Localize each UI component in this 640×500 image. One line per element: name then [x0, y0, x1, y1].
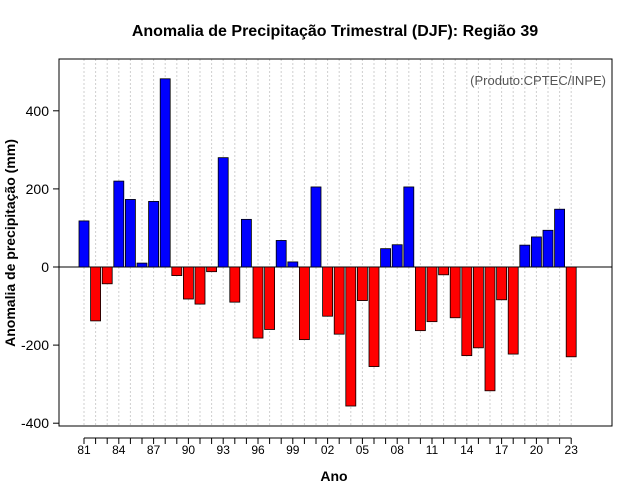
x-tick-label-05: 05 [356, 443, 370, 457]
x-tick-label-08: 08 [391, 443, 405, 457]
x-tick-label-96: 96 [251, 443, 265, 457]
bar-90 [182, 266, 194, 300]
y-tick-label: -400 [21, 415, 49, 431]
x-tick-label-02: 02 [321, 443, 335, 457]
bar-96 [252, 266, 264, 339]
x-axis: 81 84 87 90 93 96 99 02 05 08 11 14 17 20 23 [77, 437, 579, 457]
bar-08 [391, 244, 403, 268]
bar-14 [461, 266, 473, 357]
x-tick-label-11: 11 [426, 443, 439, 457]
bar-04 [345, 266, 357, 407]
x-tick-label-20: 20 [530, 443, 544, 457]
plot-frame [58, 58, 613, 427]
y-axis: -400 -200 0 200 400 [21, 103, 60, 431]
bar-22 [554, 208, 565, 268]
bar-85 [125, 199, 136, 268]
bar-10 [414, 266, 426, 332]
x-tick-label-99: 99 [286, 443, 300, 457]
chart-title: Anomalia de Precipitação Trimestral (DJF… [132, 23, 538, 40]
vertical-gridlines [83, 59, 572, 426]
bar-98 [275, 240, 287, 268]
bar-86 [136, 262, 148, 268]
bar-00 [298, 266, 310, 341]
bar-99 [287, 261, 299, 268]
bar-06 [368, 266, 380, 367]
bar-94 [229, 266, 241, 303]
y-axis-label: Anomalia de precipitação (mm) [2, 139, 18, 347]
bar-21 [542, 229, 554, 268]
x-tick-label-93: 93 [217, 443, 231, 457]
bar-05 [356, 266, 368, 301]
bar-03 [333, 266, 345, 335]
y-tick-label: -200 [21, 337, 49, 353]
x-tick-label-84: 84 [112, 443, 126, 457]
x-tick-label-87: 87 [147, 443, 161, 457]
bar-83 [101, 266, 113, 285]
bar-82 [90, 266, 101, 322]
x-axis-label: Ano [320, 468, 347, 484]
bar-19 [519, 244, 531, 268]
bar-13 [449, 266, 461, 319]
x-tick-label-14: 14 [460, 443, 474, 457]
bar-18 [507, 266, 519, 355]
x-tick-label-90: 90 [182, 443, 196, 457]
bar-93 [217, 157, 229, 268]
bar-89 [171, 266, 183, 276]
credit-label: (Produto:CPTEC/INPE) [470, 73, 606, 88]
bar-15 [472, 266, 484, 349]
bar-81 [78, 220, 90, 268]
bar-16 [484, 266, 496, 392]
y-tick-label: 200 [26, 181, 50, 197]
bar-series [78, 78, 577, 407]
x-tick-label-81: 81 [77, 443, 91, 457]
bar-01 [310, 186, 322, 268]
bar-11 [426, 266, 438, 323]
bar-95 [240, 218, 252, 268]
bar-07 [380, 248, 392, 268]
bar-12 [438, 266, 450, 276]
bar-92 [206, 266, 218, 273]
bar-20 [531, 236, 542, 268]
bar-23 [565, 266, 577, 358]
bar-97 [264, 266, 276, 330]
bar-88 [159, 78, 171, 268]
bar-87 [148, 200, 160, 268]
y-tick-label: 400 [26, 103, 50, 119]
bar-09 [403, 186, 415, 268]
x-tick-label-23: 23 [565, 443, 579, 457]
bar-02 [322, 266, 334, 317]
x-tick-label-17: 17 [495, 443, 509, 457]
y-tick-label: 0 [41, 259, 49, 275]
bar-91 [194, 266, 206, 305]
bar-17 [496, 266, 508, 301]
bar-84 [113, 180, 125, 268]
